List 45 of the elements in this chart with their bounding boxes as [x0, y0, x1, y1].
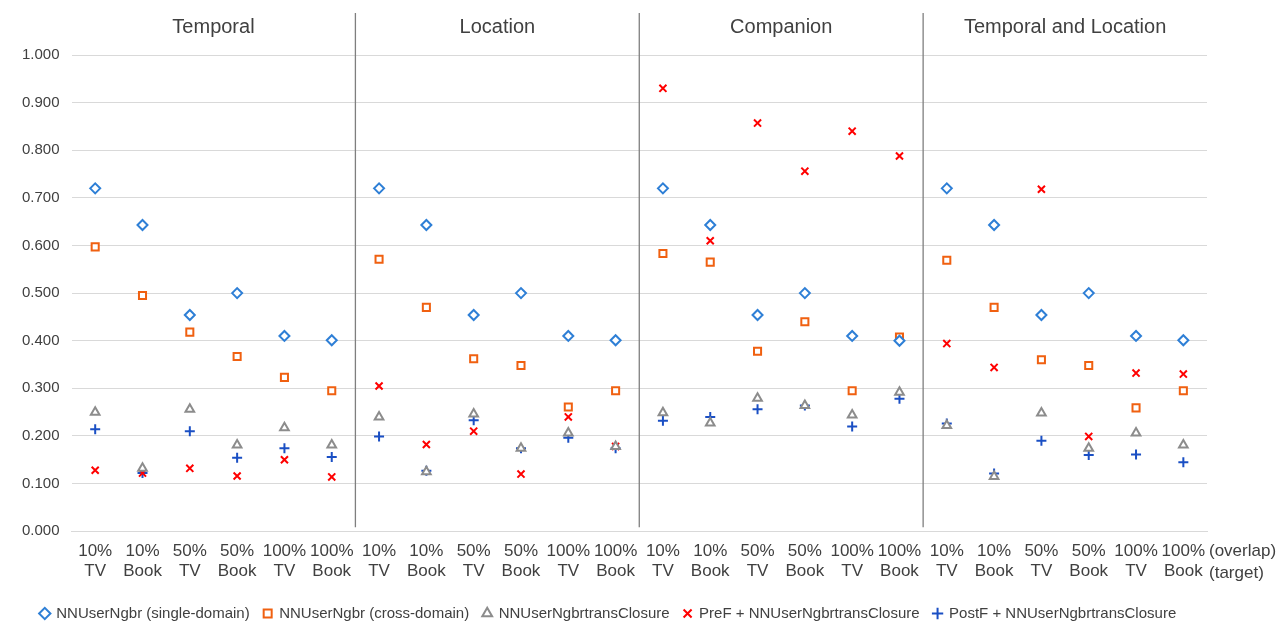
x-tick-label: 50% Book — [1069, 541, 1109, 581]
x-tick-label: 100% Book — [877, 541, 922, 581]
legend-label: NNUserNgbr (single-domain) — [56, 603, 250, 621]
y-tick-label: 0.700 — [21, 188, 60, 205]
x-tick-label: 50% Book — [501, 541, 541, 581]
x-axis-title: (overlap) (target) — [1209, 541, 1277, 583]
text: Companion — [730, 14, 833, 37]
x-tick-label: 100% TV — [262, 541, 307, 581]
y-tick-label: 0.500 — [21, 283, 60, 301]
x-tick-label: 50% TV — [1024, 541, 1059, 581]
y-tick-label: 0.100 — [21, 473, 60, 491]
text: Temporal — [172, 14, 255, 37]
y-tick-label: 0.400 — [21, 330, 60, 348]
y-tick-label: 0.900 — [21, 92, 60, 110]
legend-label: PreF + NNUserNgbrtransClosure — [699, 603, 920, 621]
y-tick-label: 0.600 — [21, 235, 60, 253]
x-tick-label: 10% TV — [362, 541, 397, 581]
x-tick-label: 100% TV — [1114, 541, 1158, 581]
x-tick-label: 10% Book — [690, 541, 731, 581]
x-tick-label: 100% TV — [546, 541, 591, 581]
x-tick-label: 50% Book — [217, 541, 257, 581]
text: Temporal and Location — [963, 14, 1167, 37]
x-tick-label: 100% TV — [830, 541, 874, 581]
y-tick-label: 0.200 — [21, 426, 60, 444]
x-tick-label: 100% Book — [1161, 541, 1206, 581]
x-tick-label: 10% TV — [78, 541, 113, 581]
x-tick-label: 100% Book — [593, 541, 638, 581]
legend-label: NNUserNgbr (cross-domain) — [279, 603, 470, 621]
x-tick-label: 50% TV — [172, 541, 207, 581]
legend-label: PostF + NNUserNgbrtransClosure — [949, 603, 1177, 621]
x-tick-label: 100% Book — [310, 541, 354, 581]
y-tick-label: 0.000 — [21, 521, 60, 539]
x-tick-label: 50% Book — [785, 541, 825, 581]
x-tick-label: 10% Book — [123, 541, 163, 581]
x-tick-label: 10% Book — [974, 541, 1014, 581]
x-tick-label: 10% Book — [406, 541, 447, 581]
y-tick-label: 0.300 — [21, 378, 60, 396]
legend-label: NNUserNgbrtransClosure — [498, 603, 670, 621]
x-tick-label: 10% TV — [929, 541, 964, 581]
x-tick-label: 50% TV — [740, 541, 775, 581]
y-tick-label: 0.800 — [21, 140, 60, 158]
text: Location — [459, 14, 536, 37]
y-tick-label: 1.000 — [21, 45, 60, 63]
x-tick-label: 50% TV — [456, 541, 491, 581]
x-tick-label: 10% TV — [645, 541, 680, 581]
